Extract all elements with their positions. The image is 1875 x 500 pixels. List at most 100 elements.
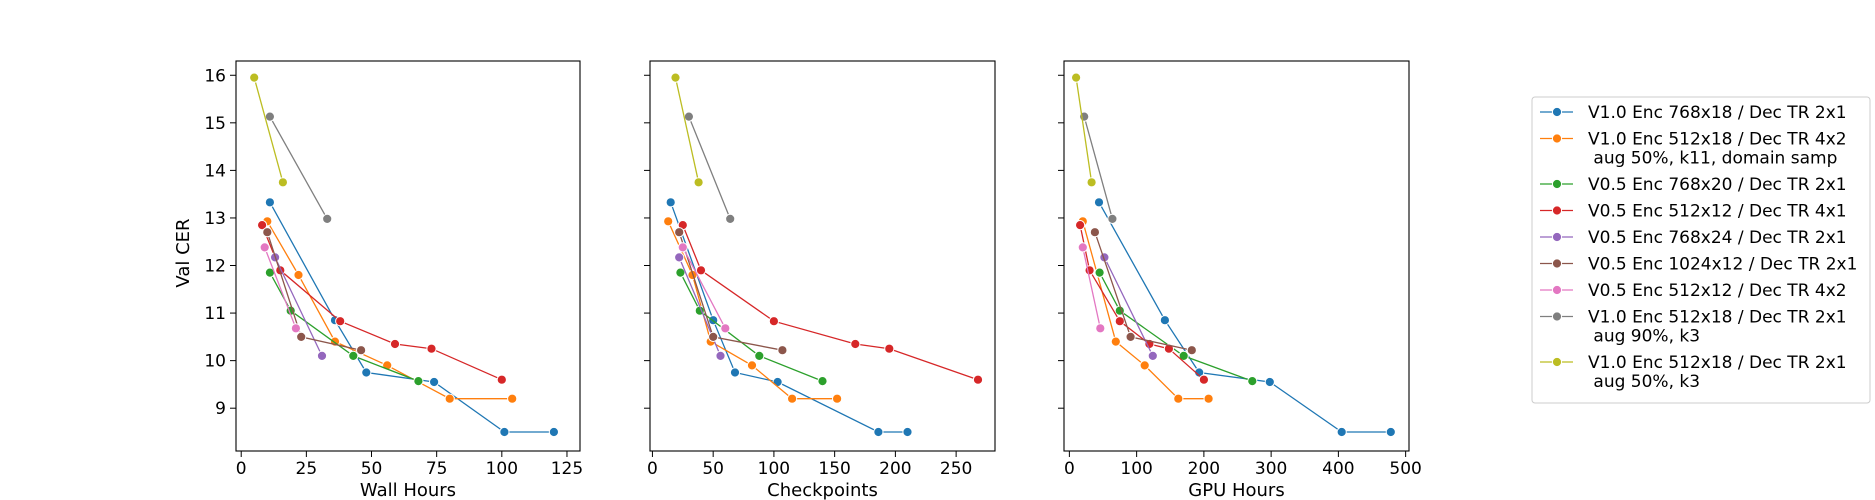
series-line (682, 224, 979, 381)
x-axis-label: Checkpoints (767, 480, 878, 500)
legend-label: V0.5 Enc 512x12 / Dec TR 4x1 (1588, 202, 1847, 222)
data-point (1247, 376, 1258, 387)
legend-item: V0.5 Enc 768x24 / Dec TR 2x1 (1540, 228, 1847, 248)
data-point (1077, 242, 1088, 253)
data-point (787, 393, 798, 404)
legend-label: aug 50%, k11, domain samp (1588, 149, 1837, 169)
x-axis-label: Wall Hours (360, 480, 456, 500)
series-4 (257, 220, 507, 385)
legend-item: V1.0 Enc 768x18 / Dec TR 2x1 (1540, 103, 1847, 123)
series-3 (675, 267, 828, 387)
data-point (670, 72, 681, 83)
data-point (1093, 197, 1105, 208)
legend-box (1531, 96, 1871, 404)
x-tick-label: 200 (1188, 459, 1220, 479)
data-point (296, 331, 307, 342)
y-tick-label: 15 (204, 114, 226, 134)
x-tick-label: 100 (1120, 459, 1152, 479)
x-tick-label: 100 (758, 459, 790, 479)
data-point (768, 316, 780, 327)
series-line (1098, 201, 1391, 433)
x-tick-label: 0 (1064, 459, 1075, 479)
series-line (1083, 116, 1114, 220)
data-point (348, 350, 359, 361)
legend-swatch-marker (1551, 311, 1563, 322)
series-3 (1094, 267, 1258, 387)
series-8 (683, 111, 736, 224)
data-point (902, 426, 913, 438)
data-point (1194, 367, 1205, 378)
legend: V1.0 Enc 768x18 / Dec TR 2x1 V1.0 Enc 512… (1531, 96, 1871, 404)
data-point (683, 111, 695, 122)
data-point (1125, 331, 1136, 342)
legend-swatch-marker (1551, 258, 1563, 269)
data-point (264, 111, 275, 122)
axes-frame (649, 60, 996, 452)
data-point (1147, 350, 1158, 361)
x-tick-label: 150 (818, 459, 850, 479)
data-point (850, 338, 861, 350)
panel-1: 0 25 50 75 100 125 9 10 11 12 13 14 15 16 Wall Hours (204, 60, 583, 500)
legend-item: V1.0 Enc 512x18 / Dec TR 4x2 aug 50%, k1… (1540, 130, 1847, 169)
data-point (249, 72, 260, 83)
x-tick-label: 200 (879, 459, 911, 479)
series-6 (262, 227, 367, 356)
series-line (266, 220, 513, 400)
x-tick-label: 250 (940, 459, 972, 479)
y-tick-label: 14 (204, 161, 226, 181)
data-point (663, 216, 674, 227)
x-tick-label: 400 (1322, 459, 1354, 479)
data-point (413, 376, 424, 387)
y-tick-label: 10 (204, 352, 226, 372)
y-tick-label: 11 (204, 304, 226, 324)
series-9 (1071, 72, 1097, 188)
data-point (1203, 393, 1214, 404)
x-tick-label: 50 (702, 459, 724, 479)
axes-frame (1063, 60, 1410, 452)
legend-swatch-marker (1551, 133, 1563, 144)
legend-item: V0.5 Enc 1024x12 / Dec TR 2x1 (1540, 255, 1857, 275)
series-7 (677, 242, 731, 334)
series-2 (1077, 216, 1214, 404)
legend-swatch-marker (1551, 231, 1563, 243)
legend-label: V1.0 Enc 768x18 / Dec TR 2x1 (1588, 103, 1847, 123)
data-point (361, 367, 372, 378)
data-point (335, 316, 346, 327)
data-point (507, 393, 518, 404)
data-point (1110, 336, 1121, 347)
data-point (777, 345, 788, 356)
legend-swatch-marker (1551, 356, 1563, 368)
y-tick-label: 13 (204, 209, 226, 229)
legend-item: V0.5 Enc 768x20 / Dec TR 2x1 (1540, 175, 1847, 195)
data-point (1385, 426, 1396, 438)
data-point (873, 426, 884, 438)
series-line (667, 221, 838, 400)
y-tick-label: 16 (204, 66, 226, 86)
data-point (356, 345, 367, 356)
data-point (389, 338, 401, 350)
legend-label: V1.0 Enc 512x18 / Dec TR 2x1 (1588, 353, 1847, 373)
x-tick-label: 75 (426, 459, 448, 479)
data-point (1264, 376, 1275, 388)
y-tick-label: 9 (215, 399, 226, 419)
x-tick-label: 125 (551, 459, 583, 479)
data-point (257, 220, 268, 231)
series-line (682, 247, 726, 329)
x-tick-label: 25 (296, 459, 318, 479)
data-point (293, 269, 304, 281)
data-point (290, 323, 301, 334)
data-point (1075, 220, 1086, 231)
data-point (832, 393, 843, 404)
legend-label: V0.5 Enc 768x24 / Dec TR 2x1 (1588, 228, 1847, 248)
series-line (679, 272, 823, 382)
series-line (1099, 272, 1253, 382)
series-line (1082, 247, 1101, 329)
y-axis-label: Val CER (173, 218, 194, 287)
series-line (269, 116, 328, 220)
legend-item: V1.0 Enc 512x18 / Dec TR 2x1 aug 50%, k3 (1540, 353, 1847, 392)
panel-2: 0 50 100 150 200 250 Checkpoints (644, 60, 996, 500)
series-4 (677, 220, 984, 385)
data-point (1094, 267, 1105, 278)
series-line (269, 272, 419, 382)
series-7 (1077, 242, 1106, 334)
